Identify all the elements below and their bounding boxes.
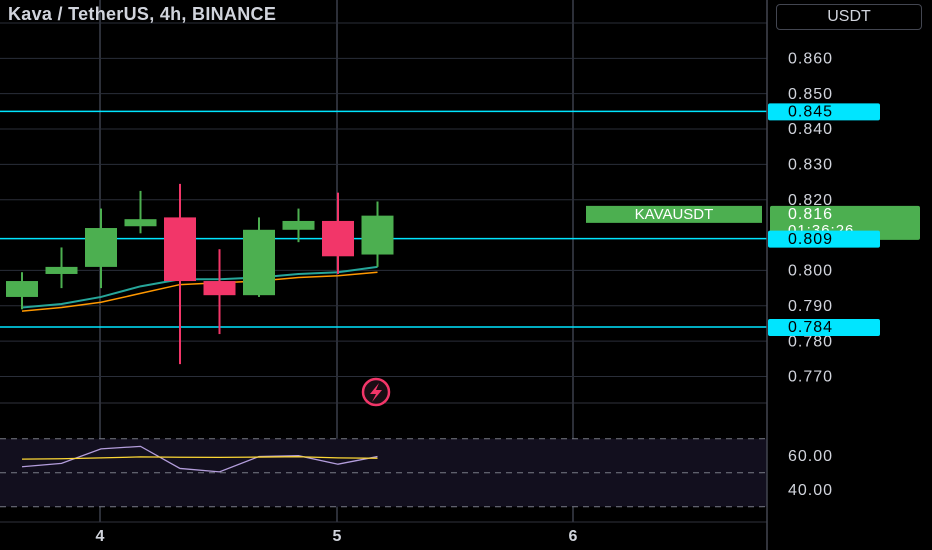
price-tick-0.860: 0.860 — [788, 51, 833, 68]
price-tick-0.820: 0.820 — [788, 192, 833, 209]
moving-averages — [21, 265, 378, 312]
candle-4 — [124, 190, 157, 234]
symbol-label-bg — [586, 205, 762, 223]
candle-5 — [164, 183, 196, 365]
level-label-0.784: 0.784 — [788, 319, 833, 336]
candle-7 — [243, 217, 275, 297]
candle-body — [322, 220, 354, 257]
level-label-bg-0.845 — [768, 103, 880, 121]
level-label-0.809: 0.809 — [788, 231, 833, 248]
candle-8 — [282, 208, 315, 243]
candle-body — [361, 215, 394, 255]
price-tick-0.800: 0.800 — [788, 263, 833, 280]
time-tick-4: 4 — [96, 528, 105, 545]
candle-body — [243, 229, 275, 296]
last-price-value: 0.816 — [788, 206, 833, 223]
candle-body — [164, 217, 196, 282]
price-tick-0.840: 0.840 — [788, 121, 833, 138]
candle-body — [6, 281, 38, 297]
level-label-0.845: 0.845 — [788, 104, 833, 121]
time-tick-5: 5 — [333, 528, 342, 545]
rsi-band — [0, 438, 767, 508]
lightning-icon-bolt — [370, 383, 382, 402]
rsi-tick-60.00: 60.00 — [788, 448, 833, 465]
candle-body — [124, 219, 157, 227]
time-tick-6: 6 — [569, 528, 578, 545]
chart-title: Kava / TetherUS, 4h, BINANCE — [8, 4, 277, 24]
candle-1 — [6, 272, 38, 310]
candle-10 — [361, 201, 394, 267]
symbol-label: KAVAUSDT — [635, 206, 714, 223]
candle-9 — [322, 192, 354, 274]
price-axis-bg — [767, 0, 932, 550]
rsi-line — [21, 445, 378, 473]
candles — [6, 183, 394, 365]
price-tick-0.780: 0.780 — [788, 333, 833, 350]
watermark — [361, 377, 391, 407]
ema-slow-line — [21, 271, 378, 312]
price-tick-0.850: 0.850 — [788, 86, 833, 103]
price-axis — [766, 0, 932, 550]
ema-fast-line — [21, 265, 378, 309]
level-label-bg-0.784 — [768, 318, 880, 336]
rsi-ma-line — [21, 456, 378, 460]
candle-body — [203, 281, 236, 296]
lightning-icon — [361, 377, 391, 407]
candle-body — [282, 220, 315, 230]
price-tick-0.790: 0.790 — [788, 298, 833, 315]
rsi-tick-40.00: 40.00 — [788, 482, 833, 499]
candle-2 — [45, 247, 78, 289]
level-label-bg-0.809 — [768, 230, 880, 248]
rsi-lines — [21, 445, 378, 473]
price-tick-0.770: 0.770 — [788, 369, 833, 386]
candle-6 — [203, 249, 236, 335]
candle-body — [45, 266, 78, 274]
candle-body — [85, 228, 117, 267]
price-tick-0.830: 0.830 — [788, 157, 833, 174]
candle-3 — [85, 208, 117, 289]
currency-button[interactable]: USDT — [776, 4, 922, 30]
